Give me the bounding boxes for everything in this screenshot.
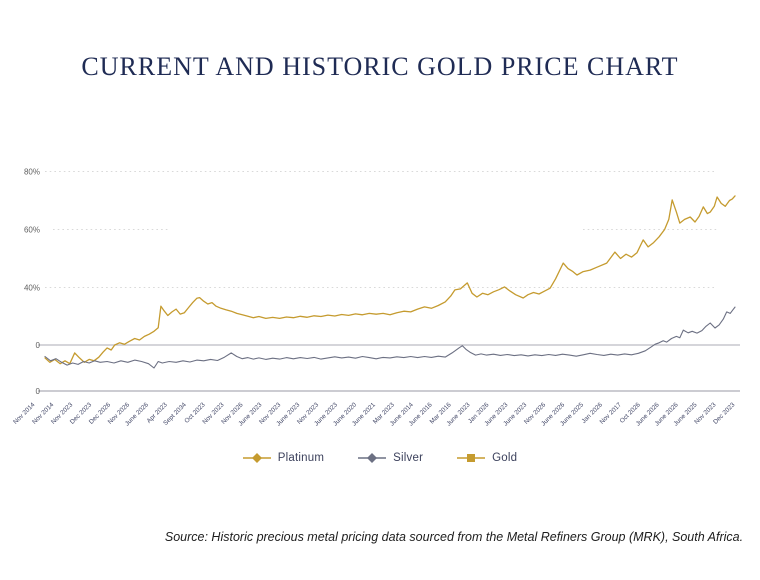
legend-label: Platinum: [277, 452, 325, 464]
legend-item-gold: Gold: [457, 452, 517, 464]
y-axis-label: 0: [36, 341, 41, 350]
y-axis-label: 60%: [24, 225, 40, 234]
legend-item-platinum: Platinum: [242, 452, 325, 464]
legend-label: Silver: [393, 452, 424, 464]
diamond-marker-icon: [358, 453, 387, 463]
legend-item-silver: Silver: [358, 452, 423, 464]
y-axis-label: 80%: [24, 167, 40, 176]
y-axis-label: 40%: [24, 283, 40, 292]
page-title: CURRENT AND HISTORIC GOLD PRICE CHART: [81, 52, 679, 81]
diamond-marker-icon: [242, 453, 271, 463]
silver-line: [44, 306, 736, 369]
platinum-line: [44, 195, 736, 365]
y-axis-label: 0: [36, 387, 41, 396]
square-marker-icon: [457, 454, 486, 462]
source-note: Source: Historic precious metal pricing …: [164, 530, 744, 544]
legend-label: Gold: [492, 452, 518, 464]
chart-legend: Platinum Silver Gold: [0, 452, 760, 464]
